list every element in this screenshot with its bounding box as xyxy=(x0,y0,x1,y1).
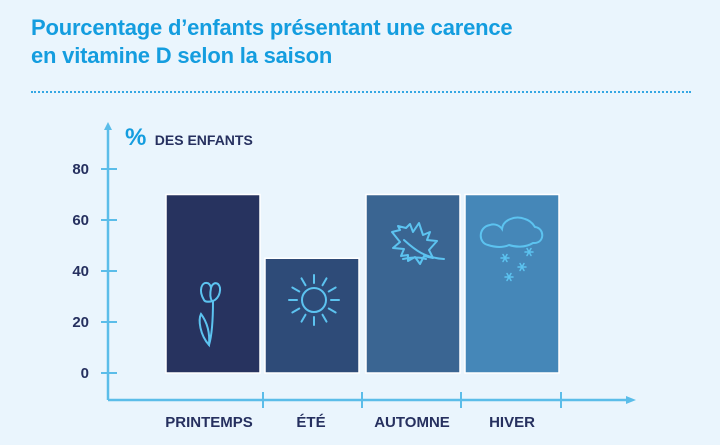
snow-cloud-icon xyxy=(479,216,544,282)
y-tick-label: 0 xyxy=(81,365,89,382)
x-category-label: HIVER xyxy=(489,414,535,431)
snowflake-arm xyxy=(526,247,532,257)
title-line-1: Pourcentage d’enfants présentant une car… xyxy=(31,15,513,40)
y-axis-label-text: DES ENFANTS xyxy=(155,132,253,148)
x-category-label: ÉTÉ xyxy=(296,414,325,431)
sun-ray xyxy=(291,286,301,293)
sun-icon xyxy=(288,274,340,326)
y-tick-label: 60 xyxy=(72,212,89,229)
sun-ray xyxy=(321,313,328,323)
y-tick-label: 80 xyxy=(72,161,89,178)
bar-automne xyxy=(365,193,461,374)
snowflake-icon xyxy=(524,247,534,257)
sun-ray xyxy=(291,307,301,314)
x-category-label: AUTOMNE xyxy=(374,414,450,431)
sun-ray xyxy=(327,286,337,293)
snowflake-arm xyxy=(506,272,512,282)
tulip-center xyxy=(209,287,213,302)
sun-ray xyxy=(300,313,307,323)
title-line-2: en vitamine D selon la saison xyxy=(31,43,333,68)
y-axis-percent-symbol: % xyxy=(125,124,146,151)
x-axis-arrow xyxy=(626,396,636,404)
dotted-divider xyxy=(31,91,691,93)
cloud-outline xyxy=(479,216,544,248)
y-axis-label: % DES ENFANTS xyxy=(125,124,253,151)
maple-leaf-icon xyxy=(391,222,445,265)
maple-leaf-vein xyxy=(403,239,445,260)
tulip-leaf xyxy=(198,312,211,348)
sun-ray xyxy=(327,307,337,314)
maple-leaf-vein xyxy=(402,256,427,260)
y-axis-arrow xyxy=(104,122,112,130)
snowflake-arm xyxy=(519,262,525,272)
maple-leaf-outline xyxy=(391,222,438,265)
sun-ray xyxy=(300,277,307,287)
snowflake-arm xyxy=(502,253,508,263)
snowflake-icon xyxy=(504,272,514,282)
chart-title: Pourcentage d’enfants présentant une car… xyxy=(31,14,513,70)
y-tick-label: 40 xyxy=(72,263,89,280)
snowflake-icon xyxy=(500,253,510,263)
sun-ray xyxy=(321,277,328,287)
bar-été xyxy=(264,257,360,374)
y-tick-label: 20 xyxy=(72,314,89,331)
tulip-icon xyxy=(198,281,222,348)
snowflake-icon xyxy=(517,262,527,272)
bar-hiver xyxy=(464,193,560,374)
sun-disc xyxy=(301,287,327,313)
x-category-label: PRINTEMPS xyxy=(165,414,253,431)
